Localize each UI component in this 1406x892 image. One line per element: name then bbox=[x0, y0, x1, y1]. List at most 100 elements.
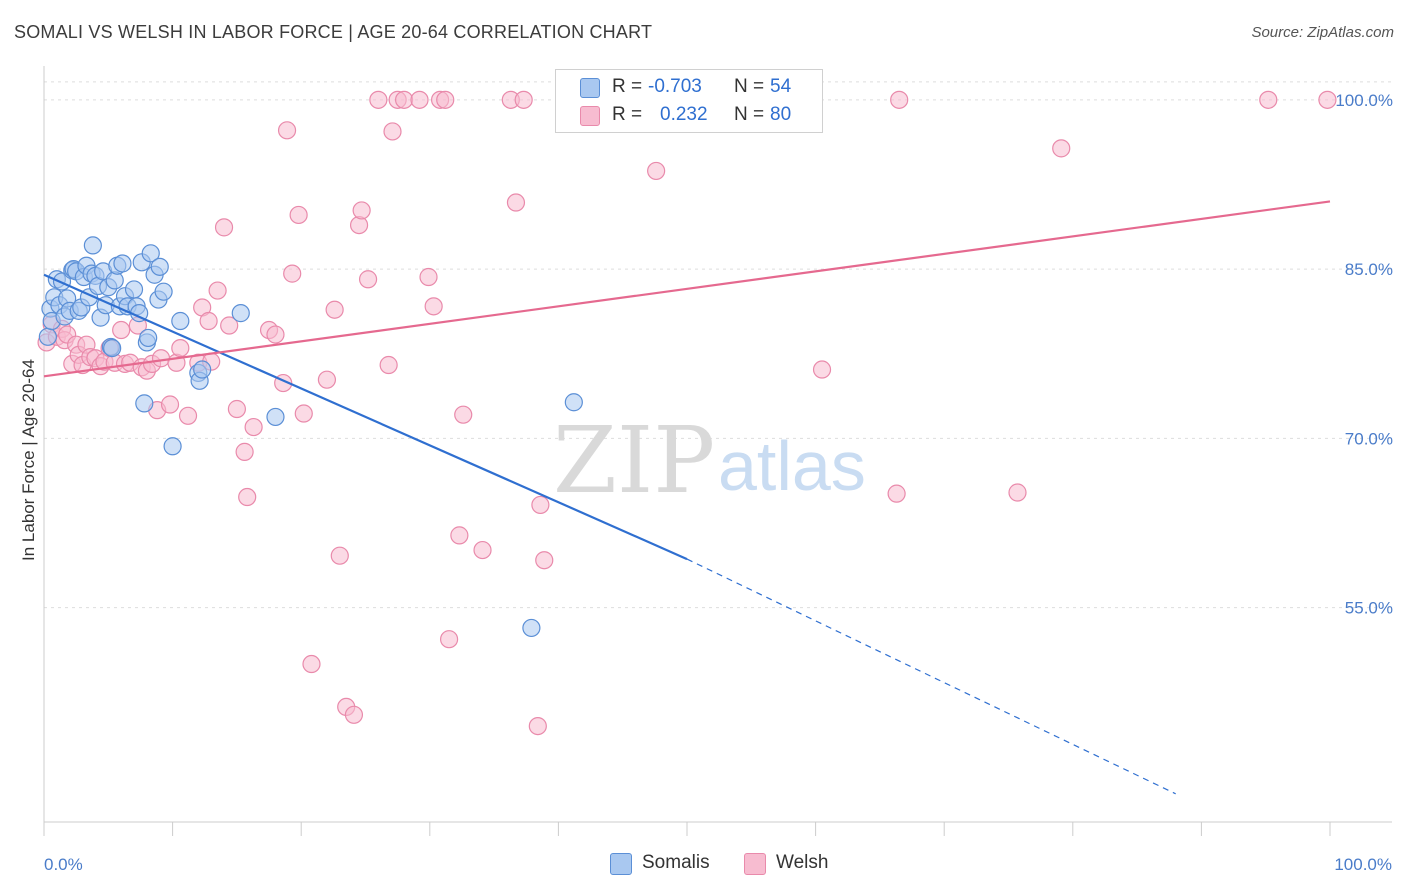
welsh-point bbox=[887, 484, 906, 503]
y-tick-label: 85.0% bbox=[1345, 260, 1393, 279]
welsh-point bbox=[394, 90, 414, 109]
somali-trend-line bbox=[43, 273, 688, 561]
welsh-point bbox=[1008, 483, 1027, 502]
welsh-point bbox=[358, 270, 378, 289]
somali-point bbox=[163, 437, 182, 456]
legend-row-welsh: R = 0.232 N = 80 bbox=[556, 100, 822, 130]
welsh-point bbox=[283, 264, 302, 283]
legend-r-value: -0.703 bbox=[648, 76, 702, 97]
welsh-legend-swatch bbox=[744, 853, 766, 875]
welsh-point bbox=[235, 442, 254, 461]
y-tick-label: 70.0% bbox=[1345, 429, 1393, 448]
axis-layer: 100.0% 85.0% 70.0% 55.0% 0.0% 100.0% bbox=[43, 66, 1393, 874]
welsh-point bbox=[277, 121, 297, 140]
welsh-point bbox=[1318, 90, 1337, 109]
legend-n-value: 54 bbox=[770, 76, 792, 97]
somali-legend-swatch bbox=[610, 853, 632, 875]
somali-trend-extension bbox=[686, 558, 1176, 795]
trend-layer bbox=[43, 200, 1331, 795]
welsh-point bbox=[506, 193, 526, 212]
welsh-point bbox=[1259, 90, 1278, 109]
welsh-point bbox=[199, 311, 218, 331]
welsh-point bbox=[112, 320, 131, 340]
welsh-point bbox=[424, 297, 443, 316]
y-axis-label: In Labor Force | Age 20-64 bbox=[19, 359, 38, 561]
somali-point bbox=[171, 311, 190, 331]
somali-points bbox=[38, 236, 583, 638]
legend-r-label: R = bbox=[612, 104, 643, 125]
chart-source: Source: ZipAtlas.com bbox=[1251, 24, 1394, 41]
y-tick-label: 100.0% bbox=[1335, 91, 1393, 110]
welsh-point bbox=[330, 546, 349, 565]
welsh-point bbox=[178, 406, 198, 425]
somali-point bbox=[231, 304, 250, 323]
welsh-point bbox=[473, 540, 492, 560]
somali-point bbox=[135, 394, 154, 413]
welsh-point bbox=[369, 90, 388, 109]
somali-point bbox=[141, 244, 160, 263]
watermark-atlas: atlas bbox=[718, 427, 866, 505]
welsh-point bbox=[325, 300, 344, 319]
welsh-point bbox=[890, 90, 909, 109]
somali-point bbox=[124, 280, 144, 299]
somali-point bbox=[150, 257, 169, 276]
welsh-point bbox=[454, 405, 473, 424]
somali-point bbox=[522, 618, 541, 638]
legend-n-label: N = bbox=[734, 76, 765, 97]
welsh-point bbox=[151, 349, 171, 368]
welsh-legend-label: Welsh bbox=[776, 852, 829, 873]
welsh-point bbox=[294, 404, 313, 423]
watermark-zip: ZIP bbox=[553, 407, 715, 514]
welsh-point bbox=[531, 495, 550, 515]
welsh-point bbox=[419, 267, 438, 287]
welsh-point bbox=[317, 370, 337, 389]
legend-n-value: 80 bbox=[770, 104, 792, 125]
welsh-point bbox=[302, 654, 321, 674]
welsh-point bbox=[171, 338, 190, 358]
x-tick-label: 100.0% bbox=[1334, 855, 1392, 874]
somali-legend-label: Somalis bbox=[642, 852, 710, 873]
welsh-point bbox=[352, 201, 371, 220]
welsh-point bbox=[220, 316, 239, 335]
grid-layer bbox=[44, 81, 1392, 609]
welsh-point bbox=[238, 487, 257, 507]
welsh-points bbox=[37, 90, 1337, 736]
welsh-point bbox=[410, 90, 429, 109]
somali-point bbox=[266, 407, 285, 427]
welsh-point bbox=[1052, 139, 1071, 158]
somali-point bbox=[139, 328, 158, 348]
somali-point bbox=[193, 360, 212, 379]
watermark: ZIP atlas bbox=[553, 407, 866, 514]
somali-point bbox=[113, 254, 132, 273]
legend-n-label: N = bbox=[734, 104, 765, 125]
welsh-trend-line bbox=[43, 200, 1331, 378]
welsh-point bbox=[647, 161, 666, 181]
welsh-point bbox=[379, 355, 398, 375]
welsh-point bbox=[266, 325, 285, 344]
welsh-point bbox=[439, 630, 459, 649]
legend-row-somalis: R = -0.703 N = 54 bbox=[556, 72, 822, 102]
welsh-point bbox=[244, 417, 263, 437]
somali-point bbox=[103, 338, 122, 358]
welsh-point bbox=[383, 122, 402, 141]
welsh-swatch bbox=[580, 106, 600, 126]
somali-point bbox=[38, 327, 57, 346]
x-tick-label: 0.0% bbox=[44, 855, 83, 874]
chart-title: SOMALI VS WELSH IN LABOR FORCE | AGE 20-… bbox=[14, 22, 653, 42]
welsh-point bbox=[450, 526, 469, 545]
welsh-point bbox=[208, 281, 227, 300]
welsh-point bbox=[535, 551, 554, 570]
legend-r-value: 0.232 bbox=[660, 104, 708, 125]
somali-point bbox=[83, 236, 102, 255]
welsh-point bbox=[528, 716, 547, 736]
welsh-point bbox=[227, 399, 246, 419]
legend-r-label: R = bbox=[612, 76, 643, 97]
welsh-point bbox=[812, 360, 832, 379]
somali-point bbox=[564, 393, 583, 412]
y-tick-label: 55.0% bbox=[1345, 599, 1393, 618]
welsh-point bbox=[436, 90, 455, 109]
welsh-point bbox=[214, 218, 234, 237]
stats-legend: R = -0.703 N = 54 R = 0.232 N = 80 bbox=[555, 69, 823, 133]
welsh-point bbox=[289, 205, 308, 225]
